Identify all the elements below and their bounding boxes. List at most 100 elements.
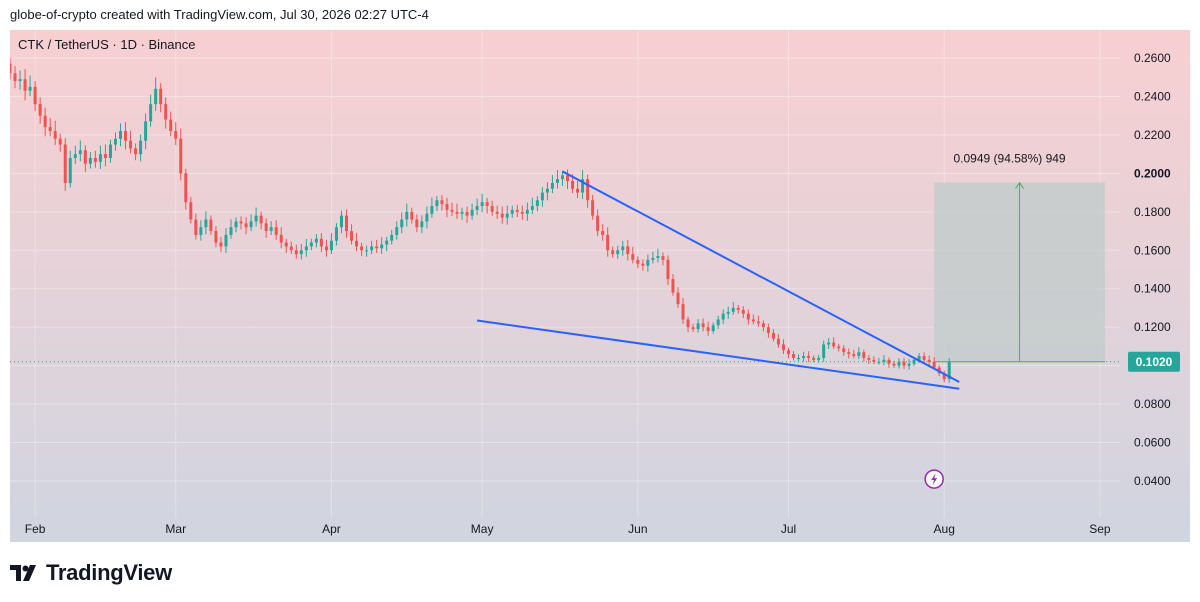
candle <box>149 94 153 127</box>
candle-body <box>294 250 298 255</box>
candle-body <box>58 138 62 145</box>
candle-body <box>731 307 735 312</box>
candle <box>721 309 725 324</box>
candle <box>375 239 379 253</box>
candle-body <box>239 221 243 224</box>
candle-body <box>350 231 354 241</box>
candlestick-chart[interactable]: 0.0949 (94.58%) 949 0.26000.24000.22000.… <box>10 30 1190 542</box>
candle <box>435 195 439 212</box>
candle <box>776 334 780 348</box>
candle-body <box>164 104 168 120</box>
candle <box>792 351 796 361</box>
candle-body <box>159 88 163 105</box>
candle-body <box>83 150 87 164</box>
candle <box>510 205 514 218</box>
candle <box>942 370 946 383</box>
candle <box>38 97 42 124</box>
candle <box>33 81 37 111</box>
candle-body <box>611 250 615 255</box>
candle <box>229 219 233 239</box>
candle <box>239 216 243 230</box>
candle <box>596 209 600 236</box>
candle-body <box>219 242 223 247</box>
candle-body <box>912 359 916 364</box>
candle <box>254 207 258 227</box>
candle-body <box>118 131 122 139</box>
candle <box>299 243 303 260</box>
candle <box>857 347 861 360</box>
upper-trendline <box>562 170 960 383</box>
candle <box>108 139 112 163</box>
candle-body <box>586 179 590 201</box>
candle <box>214 226 218 248</box>
candle-body <box>134 148 138 155</box>
candle-body <box>867 357 871 360</box>
candle <box>28 75 32 97</box>
candle <box>53 120 57 146</box>
candle <box>259 211 263 230</box>
candle <box>847 348 851 359</box>
candle <box>334 223 338 246</box>
candle-body <box>716 319 720 326</box>
footer-branding: TradingView <box>10 558 172 588</box>
candle <box>88 151 92 169</box>
candle <box>530 197 534 215</box>
candle <box>465 206 469 223</box>
candle-body <box>395 227 399 235</box>
candle-body <box>108 144 112 158</box>
chart-area[interactable]: 0.0949 (94.58%) 949 0.2600 0.2400 0.2200 0.… <box>10 30 1190 542</box>
candle <box>410 207 414 224</box>
candle-body <box>897 361 901 366</box>
candle-body <box>741 309 745 314</box>
candle <box>751 314 755 325</box>
candle <box>189 196 193 224</box>
time-axis[interactable]: Feb Mar Apr May Jun Jul Aug Sep <box>25 522 1111 536</box>
candle-body <box>781 344 785 351</box>
candle <box>490 200 494 216</box>
candle <box>385 236 389 252</box>
time-tick-label: Apr <box>322 522 341 536</box>
lightning-bolt-icon[interactable] <box>924 469 944 489</box>
candle-body <box>545 188 549 193</box>
candle <box>852 349 856 359</box>
price-range-measure[interactable]: 0.0949 (94.58%) 949 <box>934 152 1105 363</box>
candle <box>867 354 871 365</box>
candle-body <box>766 327 770 333</box>
candle-body <box>907 363 911 366</box>
candle-body <box>98 154 102 162</box>
candle-body <box>194 219 198 235</box>
candle <box>706 321 710 336</box>
candle <box>350 224 354 245</box>
candle <box>134 143 138 161</box>
trendlines[interactable] <box>476 170 960 390</box>
chart-icons[interactable] <box>924 469 944 489</box>
candle <box>716 315 720 329</box>
candle <box>787 347 791 359</box>
candle-body <box>289 246 293 251</box>
price-axis[interactable]: 0.2600 0.2400 0.2200 0.2000 0.1800 0.1600 0.14… <box>1128 51 1180 488</box>
candle-body <box>88 157 92 164</box>
candle <box>294 244 298 259</box>
candle-body <box>922 356 926 360</box>
candle-body <box>706 327 710 332</box>
candle <box>711 322 715 334</box>
candle <box>249 214 253 232</box>
candle <box>23 69 27 101</box>
candle-body <box>264 223 268 232</box>
candle <box>611 246 615 258</box>
candle <box>897 358 901 369</box>
candle-body <box>862 352 866 358</box>
candle-body <box>520 211 524 214</box>
time-tick-label: Jun <box>628 522 647 536</box>
candle <box>380 236 384 254</box>
candle <box>525 202 529 221</box>
candle-body <box>259 215 263 224</box>
candle-body <box>345 215 349 232</box>
candle <box>224 228 228 253</box>
candle-body <box>420 221 424 228</box>
candle-body <box>711 325 715 332</box>
candle-body <box>254 215 258 222</box>
candle <box>520 205 524 220</box>
candle-body <box>736 307 740 310</box>
time-tick-label: May <box>471 522 494 536</box>
